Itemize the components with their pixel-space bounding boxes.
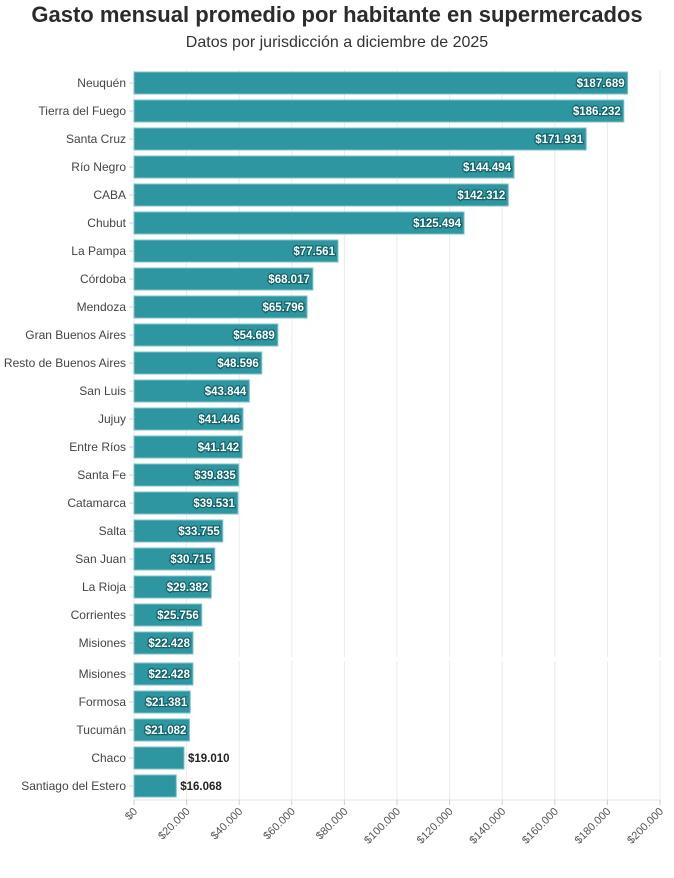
x-tick-label: $140.000 bbox=[467, 806, 508, 847]
bar bbox=[133, 99, 625, 123]
data-label: $142.312 bbox=[457, 190, 505, 202]
data-label: $41.446 bbox=[198, 414, 240, 426]
category-label: Jujuy bbox=[98, 412, 126, 426]
data-label: $21.082 bbox=[145, 725, 187, 737]
data-label: $33.755 bbox=[178, 526, 220, 538]
data-label: $21.381 bbox=[146, 697, 188, 709]
category-label: Tucumán bbox=[76, 723, 126, 737]
data-label: $171.931 bbox=[535, 134, 584, 146]
category-label: Córdoba bbox=[80, 272, 126, 286]
category-label: Resto de Buenos Aires bbox=[4, 356, 126, 370]
category-label: Salta bbox=[99, 524, 127, 538]
data-label: $22.428 bbox=[148, 638, 190, 650]
x-tick-label: $160.000 bbox=[520, 806, 561, 847]
data-label: $65.796 bbox=[262, 302, 304, 314]
category-label: La Pampa bbox=[71, 244, 126, 258]
data-label: $186.232 bbox=[573, 106, 621, 118]
x-tick-label: $20.000 bbox=[156, 806, 193, 843]
x-tick-label: $100.000 bbox=[362, 806, 403, 847]
data-label: $39.531 bbox=[193, 498, 235, 510]
category-label: Río Negro bbox=[71, 160, 126, 174]
x-tick-label: $180.000 bbox=[573, 806, 614, 847]
category-label: Formosa bbox=[79, 695, 127, 709]
data-label: $144.494 bbox=[463, 162, 512, 174]
category-label: Santa Cruz bbox=[66, 132, 126, 146]
data-label: $68.017 bbox=[268, 274, 310, 286]
bar bbox=[133, 746, 185, 770]
data-label: $41.142 bbox=[198, 442, 240, 454]
bar bbox=[133, 155, 515, 179]
chart-subtitle: Datos por jurisdicción a diciembre de 20… bbox=[185, 34, 489, 51]
data-label: $16.068 bbox=[180, 781, 222, 793]
category-label: Chubut bbox=[87, 216, 126, 230]
x-tick-label: $40.000 bbox=[209, 806, 246, 843]
data-label: $19.010 bbox=[188, 753, 230, 765]
category-label: Gran Buenos Aires bbox=[25, 328, 126, 342]
category-label: Santiago del Estero bbox=[21, 779, 126, 793]
x-tick-label: $120.000 bbox=[415, 806, 456, 847]
category-label: Catamarca bbox=[67, 496, 126, 510]
category-label: Santa Fe bbox=[77, 468, 126, 482]
category-label: Entre Ríos bbox=[69, 440, 126, 454]
chart-title: Gasto mensual promedio por habitante en … bbox=[31, 2, 643, 27]
x-tick-label: $0 bbox=[123, 806, 140, 823]
category-label: Mendoza bbox=[77, 300, 127, 314]
data-label: $77.561 bbox=[293, 246, 335, 258]
category-label: Misiones bbox=[79, 636, 126, 650]
data-label: $43.844 bbox=[205, 386, 247, 398]
category-label: CABA bbox=[93, 188, 126, 202]
data-label: $22.428 bbox=[148, 669, 190, 681]
data-label: $25.756 bbox=[157, 610, 199, 622]
x-tick-label: $200.000 bbox=[625, 806, 666, 847]
category-label: Misiones bbox=[79, 667, 126, 681]
x-tick-label: $80.000 bbox=[314, 806, 351, 843]
data-label: $125.494 bbox=[413, 218, 462, 230]
category-label: Neuquén bbox=[77, 76, 126, 90]
category-label: Tierra del Fuego bbox=[38, 104, 126, 118]
x-tick-label: $60.000 bbox=[261, 806, 298, 843]
category-label: Corrientes bbox=[71, 608, 126, 622]
data-label: $54.689 bbox=[233, 330, 275, 342]
data-label: $39.835 bbox=[194, 470, 236, 482]
data-label: $29.382 bbox=[167, 582, 209, 594]
category-label: Chaco bbox=[91, 751, 126, 765]
bar bbox=[133, 774, 177, 798]
bar bbox=[133, 183, 509, 207]
data-label: $48.596 bbox=[217, 358, 259, 370]
data-label: $30.715 bbox=[170, 554, 212, 566]
category-label: San Luis bbox=[79, 384, 126, 398]
bar bbox=[133, 71, 629, 95]
bar bbox=[133, 127, 587, 151]
category-label: San Juan bbox=[75, 552, 126, 566]
data-label: $187.689 bbox=[577, 78, 625, 90]
category-label: La Rioja bbox=[82, 580, 126, 594]
